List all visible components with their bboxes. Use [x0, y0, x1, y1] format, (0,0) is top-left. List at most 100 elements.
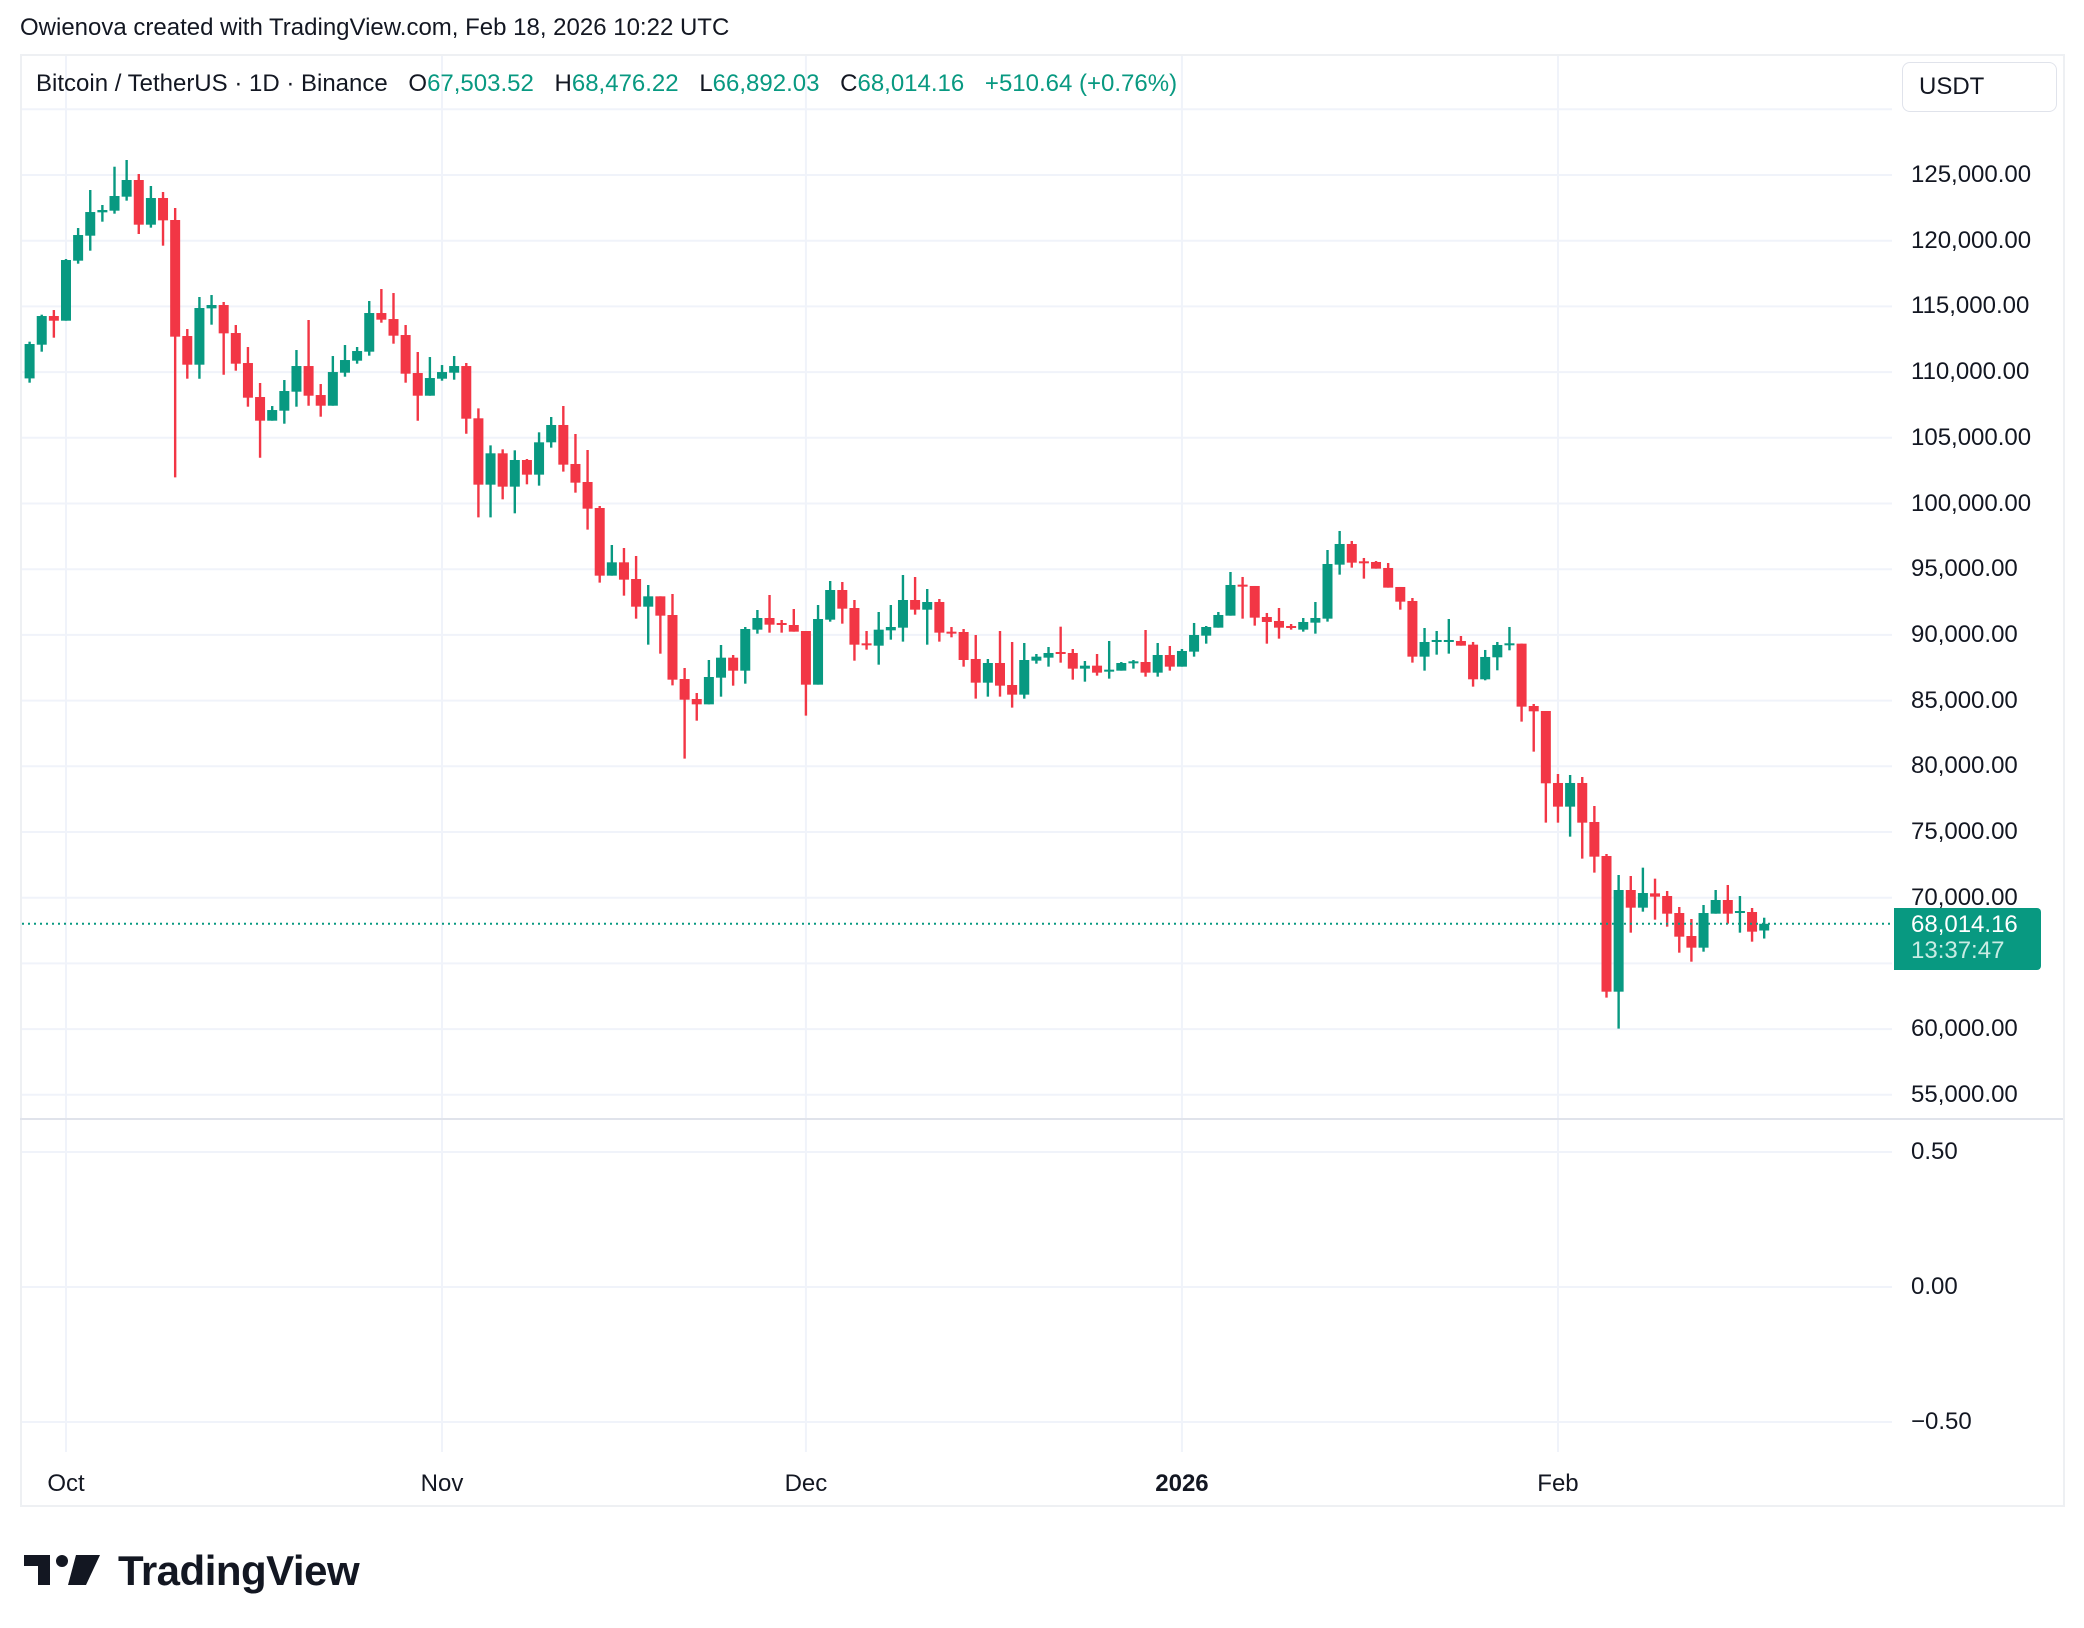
candle[interactable] [60, 259, 71, 321]
candle[interactable] [1286, 623, 1297, 630]
candle[interactable] [813, 605, 824, 685]
candle[interactable] [776, 619, 787, 633]
candle[interactable] [546, 416, 557, 448]
candle[interactable] [1201, 625, 1212, 644]
candle[interactable] [788, 609, 799, 632]
candle[interactable] [1601, 853, 1612, 998]
candle[interactable] [1613, 875, 1624, 1029]
candle[interactable] [995, 630, 1005, 697]
candle[interactable] [1516, 643, 1527, 722]
candle[interactable] [825, 580, 836, 622]
candle[interactable] [1334, 530, 1345, 575]
candle[interactable] [1759, 917, 1770, 939]
candle[interactable] [582, 449, 593, 530]
candle[interactable] [85, 190, 96, 251]
candle[interactable] [946, 626, 957, 638]
candle[interactable] [606, 544, 617, 576]
candle[interactable] [1431, 630, 1442, 655]
candle[interactable] [1189, 622, 1200, 657]
candle[interactable] [121, 160, 132, 201]
candle[interactable] [1504, 626, 1515, 651]
candle[interactable] [1031, 653, 1042, 664]
candle[interactable] [1662, 890, 1673, 927]
candle[interactable] [170, 208, 181, 478]
candle[interactable] [655, 596, 666, 654]
candle[interactable] [1067, 648, 1078, 680]
candle[interactable] [1249, 585, 1260, 626]
candle[interactable] [728, 655, 739, 686]
candle[interactable] [934, 598, 945, 642]
candle[interactable] [1552, 773, 1563, 823]
candle[interactable] [1419, 627, 1430, 671]
candle[interactable] [473, 408, 484, 518]
candle[interactable] [230, 325, 241, 371]
candle[interactable] [303, 320, 314, 406]
candle[interactable] [1734, 896, 1745, 933]
candle[interactable] [315, 384, 326, 417]
candle[interactable] [1055, 626, 1066, 663]
candle[interactable] [24, 341, 35, 383]
candle[interactable] [1237, 576, 1248, 619]
candle[interactable] [631, 555, 642, 619]
candle[interactable] [182, 329, 193, 379]
candle[interactable] [1589, 805, 1600, 873]
tradingview-logo[interactable]: TradingView [24, 1547, 360, 1594]
candle[interactable] [1371, 560, 1382, 569]
candle[interactable] [1480, 649, 1491, 681]
candle[interactable] [279, 380, 290, 424]
candle[interactable] [1152, 642, 1163, 677]
candle[interactable] [1128, 659, 1139, 669]
candle[interactable] [970, 634, 981, 699]
candle[interactable] [570, 433, 581, 493]
candle[interactable] [461, 363, 472, 434]
candle[interactable] [218, 302, 229, 375]
candle[interactable] [1140, 629, 1151, 677]
candle[interactable] [449, 356, 460, 380]
candle[interactable] [922, 589, 933, 645]
candle[interactable] [1455, 635, 1466, 646]
candle[interactable] [764, 595, 775, 633]
candle[interactable] [1577, 776, 1588, 859]
symbol-title[interactable]: Bitcoin / TetherUS · 1D · Binance [36, 70, 388, 97]
candle[interactable] [1019, 642, 1030, 699]
candle[interactable] [1092, 653, 1103, 676]
candle[interactable] [1176, 648, 1187, 667]
candle[interactable] [1698, 905, 1709, 952]
candle[interactable] [1468, 641, 1479, 687]
candle[interactable] [910, 577, 921, 615]
currency-button[interactable]: USDT [1902, 62, 2057, 112]
candle[interactable] [1273, 607, 1284, 639]
candle[interactable] [873, 611, 884, 665]
candle[interactable] [255, 383, 266, 458]
candle[interactable] [1540, 710, 1551, 823]
candle[interactable] [509, 450, 520, 514]
candle[interactable] [958, 628, 969, 667]
candle[interactable] [1674, 907, 1685, 953]
candle[interactable] [497, 449, 508, 500]
candle[interactable] [1116, 661, 1127, 671]
candle[interactable] [1637, 867, 1648, 912]
candle[interactable] [1722, 884, 1733, 924]
candle[interactable] [1346, 540, 1357, 568]
candle[interactable] [800, 630, 811, 716]
candle[interactable] [1650, 878, 1661, 920]
candle[interactable] [36, 314, 47, 352]
candle[interactable] [594, 505, 605, 583]
candle[interactable] [1104, 640, 1115, 679]
candle[interactable] [412, 352, 423, 421]
candle[interactable] [1710, 889, 1721, 914]
candle[interactable] [752, 609, 763, 634]
candle[interactable] [1225, 571, 1236, 616]
candle[interactable] [364, 301, 375, 356]
candle[interactable] [242, 347, 253, 407]
candle[interactable] [534, 432, 545, 486]
candle[interactable] [1007, 641, 1018, 708]
candle[interactable] [885, 605, 896, 640]
candle[interactable] [691, 693, 702, 721]
candle[interactable] [1043, 646, 1054, 667]
candle[interactable] [376, 289, 387, 323]
candle[interactable] [716, 645, 727, 697]
candle[interactable] [618, 547, 629, 596]
candle[interactable] [1213, 611, 1224, 628]
